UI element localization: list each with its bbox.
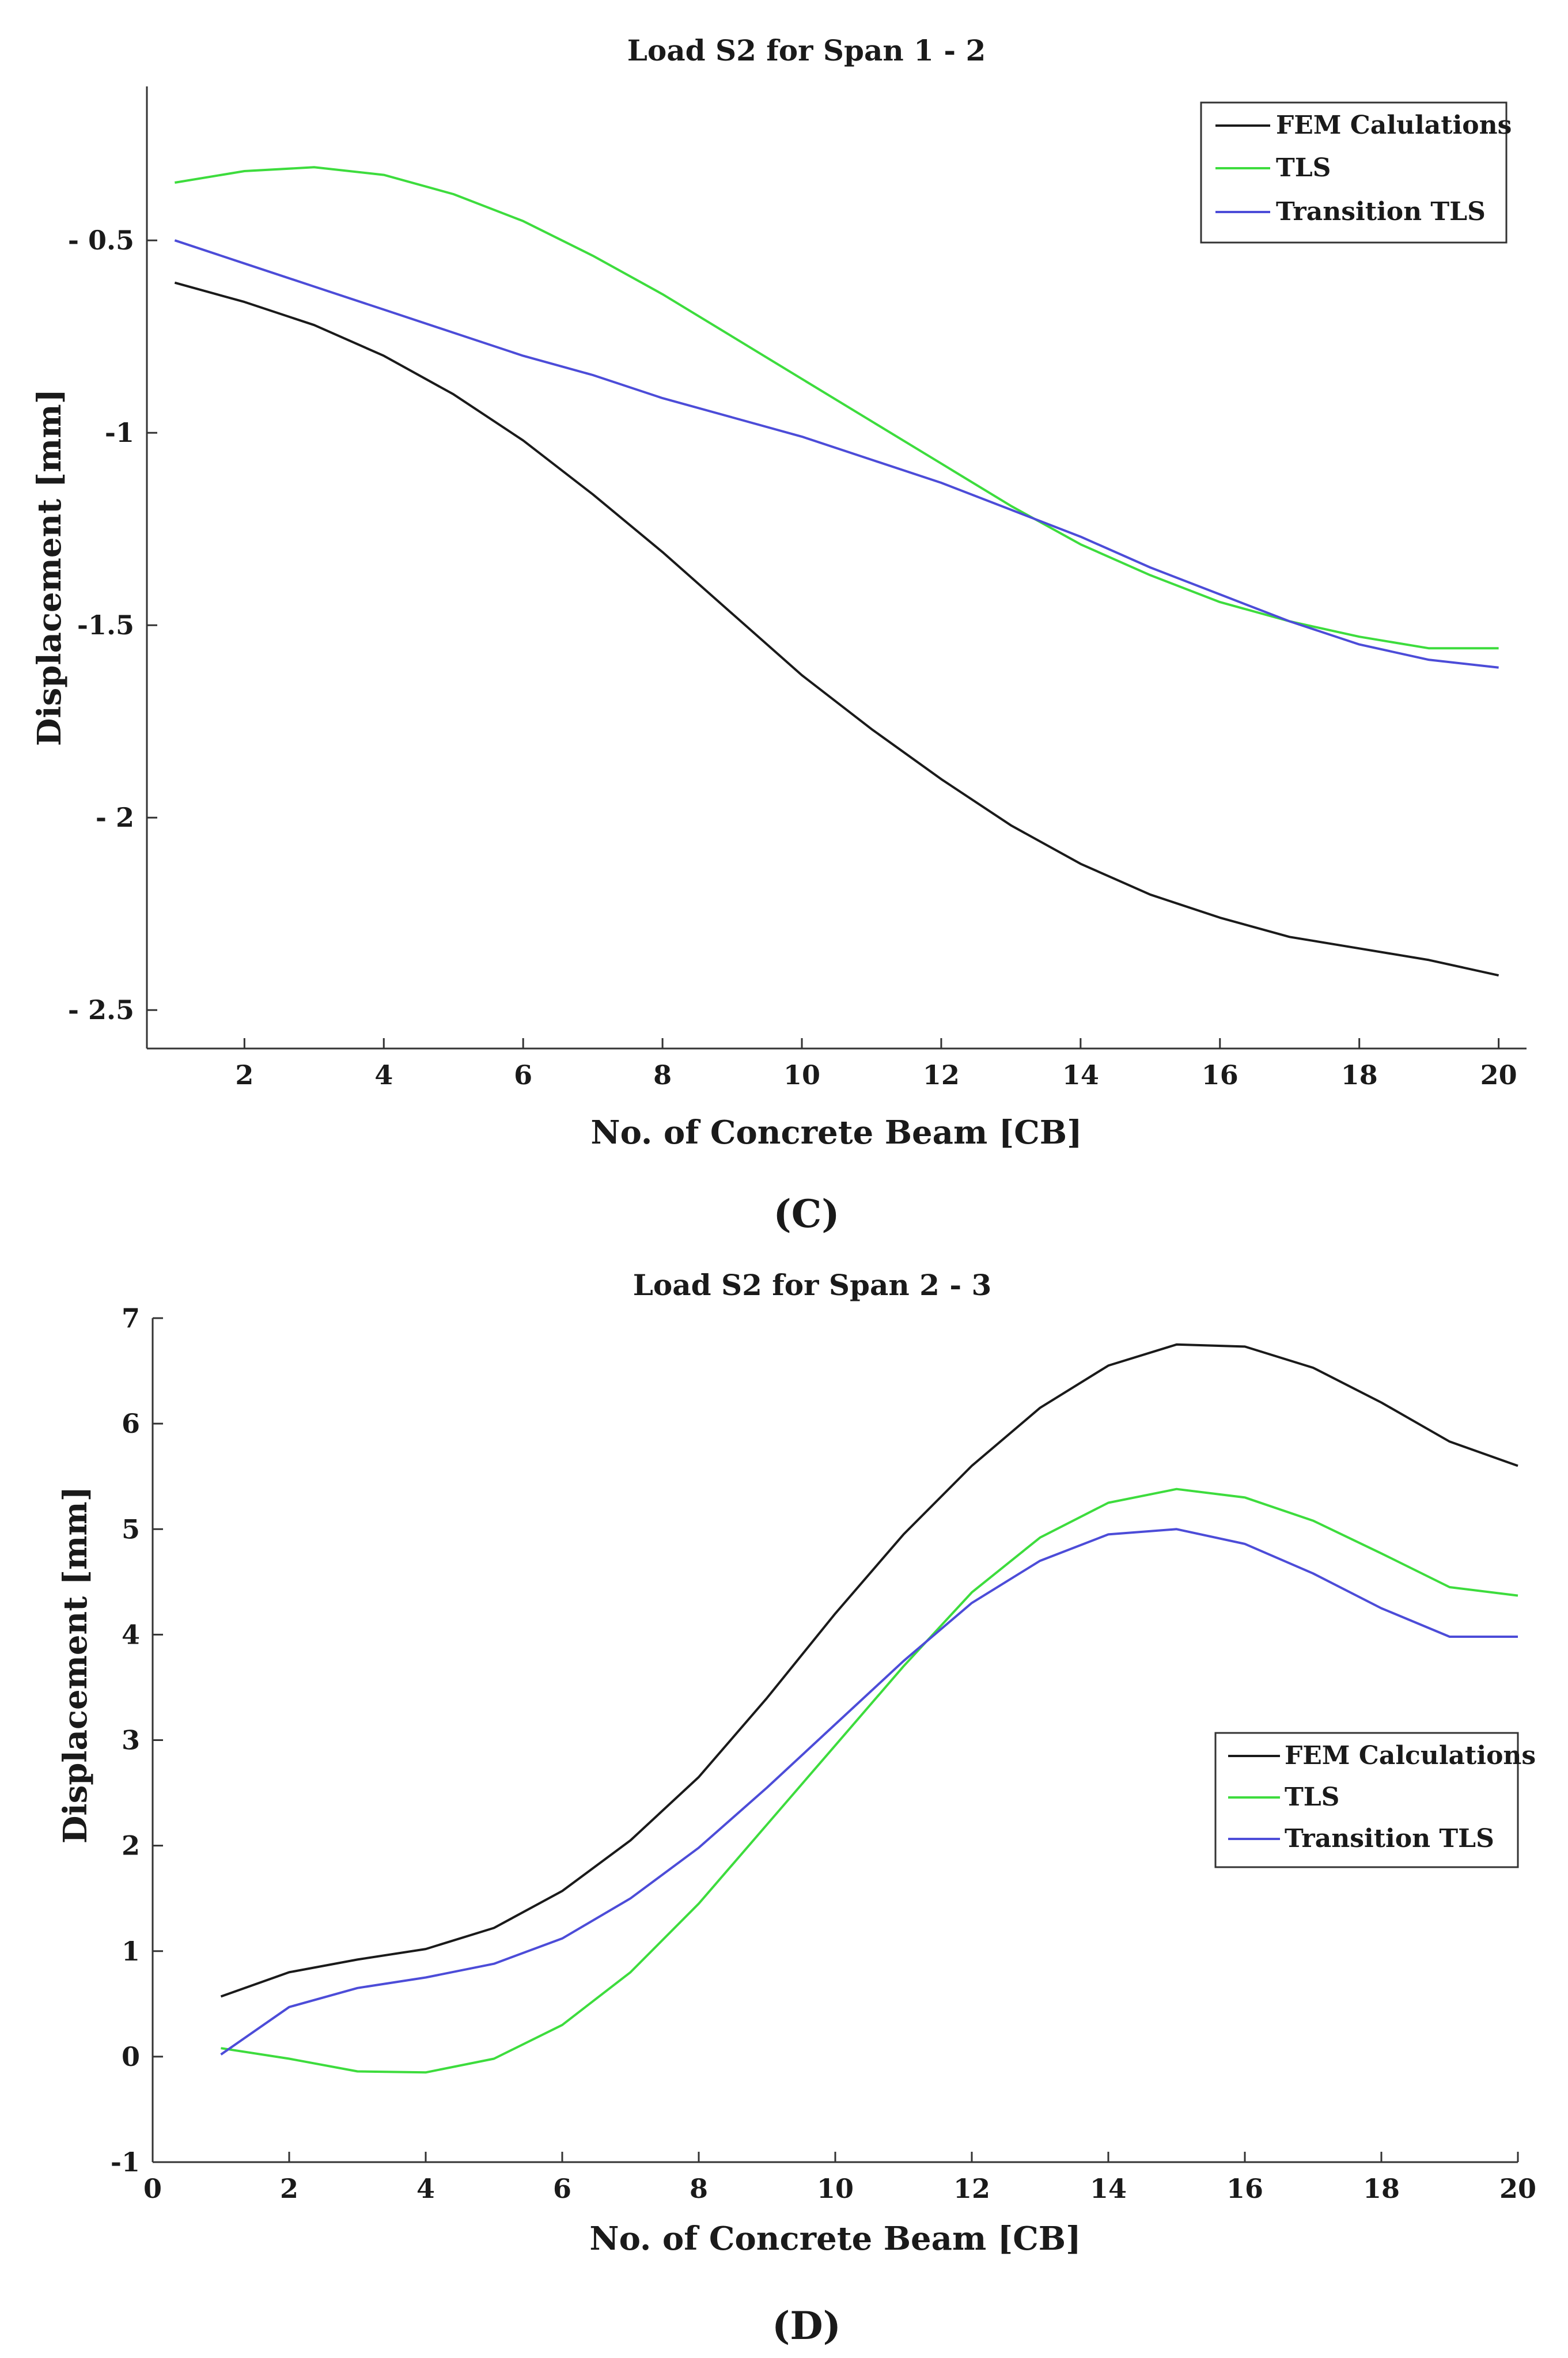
chart-d-y-ticks: 7 6 5 4 3 2 1 0 -1 <box>111 1303 163 2178</box>
chart-c-legend: FEM Calulations TLS Transition TLS <box>1200 101 1512 244</box>
chart-c-y-tick-label: -1 <box>105 417 134 448</box>
chart-c-x-ticks: 2 4 6 8 10 12 14 16 18 20 <box>235 1038 1517 1091</box>
chart-d-x-tick-label: 16 <box>1226 2173 1263 2204</box>
chart-d-y-tick-label: 2 <box>122 1830 140 1861</box>
chart-d-x-tick-label: 14 <box>1090 2173 1127 2204</box>
chart-c-y-ticks: - 0.5 -1 -1.5 - 2 - 2.5 <box>68 225 157 1025</box>
chart-d-ylabel: Displacement [mm] <box>56 1486 94 1844</box>
chart-c-title: Load S2 for Span 1 - 2 <box>627 33 986 67</box>
chart-c-series <box>174 166 1499 977</box>
chart-d-x-tick-label: 8 <box>690 2173 708 2204</box>
chart-c-x-tick-label: 20 <box>1480 1059 1517 1091</box>
chart-c-y-tick-label: -1.5 <box>77 610 134 641</box>
chart-d-y-tick-label: 7 <box>122 1303 140 1334</box>
chart-d-x-tick-label: 20 <box>1499 2173 1536 2204</box>
chart-c-x-tick-label: 6 <box>514 1059 532 1091</box>
chart-c-x-tick-label: 16 <box>1202 1059 1239 1091</box>
chart-d-x-tick-label: 12 <box>953 2173 990 2204</box>
chart-d-y-tick-label: 3 <box>122 1725 140 1756</box>
chart-c: Load S2 for Span 1 - 2 2 4 6 8 10 12 14 16 18 20 … <box>31 33 1527 1236</box>
chart-d-y-tick-label: 6 <box>122 1408 140 1439</box>
chart-d-y-tick-label: 0 <box>122 2041 140 2072</box>
chart-c-x-tick-label: 4 <box>374 1059 393 1091</box>
chart-c-legend-label-tls: TLS <box>1276 153 1331 183</box>
chart-d-legend-label-fem: FEM Calculations <box>1285 1741 1536 1770</box>
chart-c-x-tick-label: 12 <box>923 1059 960 1091</box>
chart-c-series-fem-calulations <box>174 281 1499 977</box>
chart-d-legend: FEM Calculations TLS Transition TLS <box>1214 1732 1536 1868</box>
chart-c-ylabel: Displacement [mm] <box>31 389 69 746</box>
chart-c-x-tick-label: 14 <box>1062 1059 1099 1091</box>
chart-d-y-tick-label: 5 <box>122 1513 140 1545</box>
chart-c-y-tick-label: - 2.5 <box>68 994 134 1025</box>
chart-c-x-tick-label: 10 <box>783 1059 820 1091</box>
chart-c-plot-background <box>147 86 1527 1049</box>
chart-d-title: Load S2 for Span 2 - 3 <box>633 1268 992 1302</box>
chart-c-x-tick-label: 8 <box>653 1059 672 1091</box>
chart-c-series-tls <box>175 166 1499 650</box>
chart-c-legend-label-transition: Transition TLS <box>1276 197 1486 226</box>
chart-d-x-tick-label: 10 <box>817 2173 854 2204</box>
chart-c-xlabel: No. of Concrete Beam [CB] <box>590 1114 1082 1152</box>
chart-d-legend-label-transition: Transition TLS <box>1285 1824 1494 1853</box>
chart-c-y-tick-label: - 0.5 <box>68 225 134 256</box>
chart-c-x-tick-label: 2 <box>235 1059 253 1091</box>
chart-d-x-ticks: 0 2 4 6 8 10 12 14 16 18 20 <box>143 2152 1536 2204</box>
chart-d-x-tick-label: 0 <box>143 2173 162 2204</box>
chart-d-x-tick-label: 2 <box>280 2173 298 2204</box>
chart-d-y-tick-label: 4 <box>122 1619 140 1650</box>
chart-d-series <box>220 1343 1518 2074</box>
chart-d-series-tls <box>221 1488 1518 2074</box>
chart-c-caption: (C) <box>774 1191 840 1236</box>
chart-d-x-tick-label: 4 <box>416 2173 435 2204</box>
chart-d-y-tick-label: 1 <box>122 1936 140 1967</box>
chart-d-x-tick-label: 18 <box>1363 2173 1400 2204</box>
chart-d-series-transition-tls <box>220 1528 1518 2056</box>
chart-d-x-tick-label: 6 <box>553 2173 571 2204</box>
chart-d-xlabel: No. of Concrete Beam [CB] <box>589 2220 1081 2258</box>
chart-d-y-tick-label: -1 <box>111 2147 140 2178</box>
chart-d: Load S2 for Span 2 - 3 0 2 4 6 8 10 12 14 16 18 20… <box>56 1268 1536 2348</box>
chart-c-series-transition-tls <box>174 239 1499 669</box>
chart-d-series-fem-calculations <box>220 1343 1518 1998</box>
chart-d-legend-label-tls: TLS <box>1285 1782 1339 1812</box>
chart-c-legend-label-fem: FEM Calulations <box>1276 111 1512 140</box>
chart-d-caption: (D) <box>772 2303 841 2348</box>
chart-c-y-tick-label: - 2 <box>96 802 134 833</box>
chart-c-x-tick-label: 18 <box>1341 1059 1378 1091</box>
